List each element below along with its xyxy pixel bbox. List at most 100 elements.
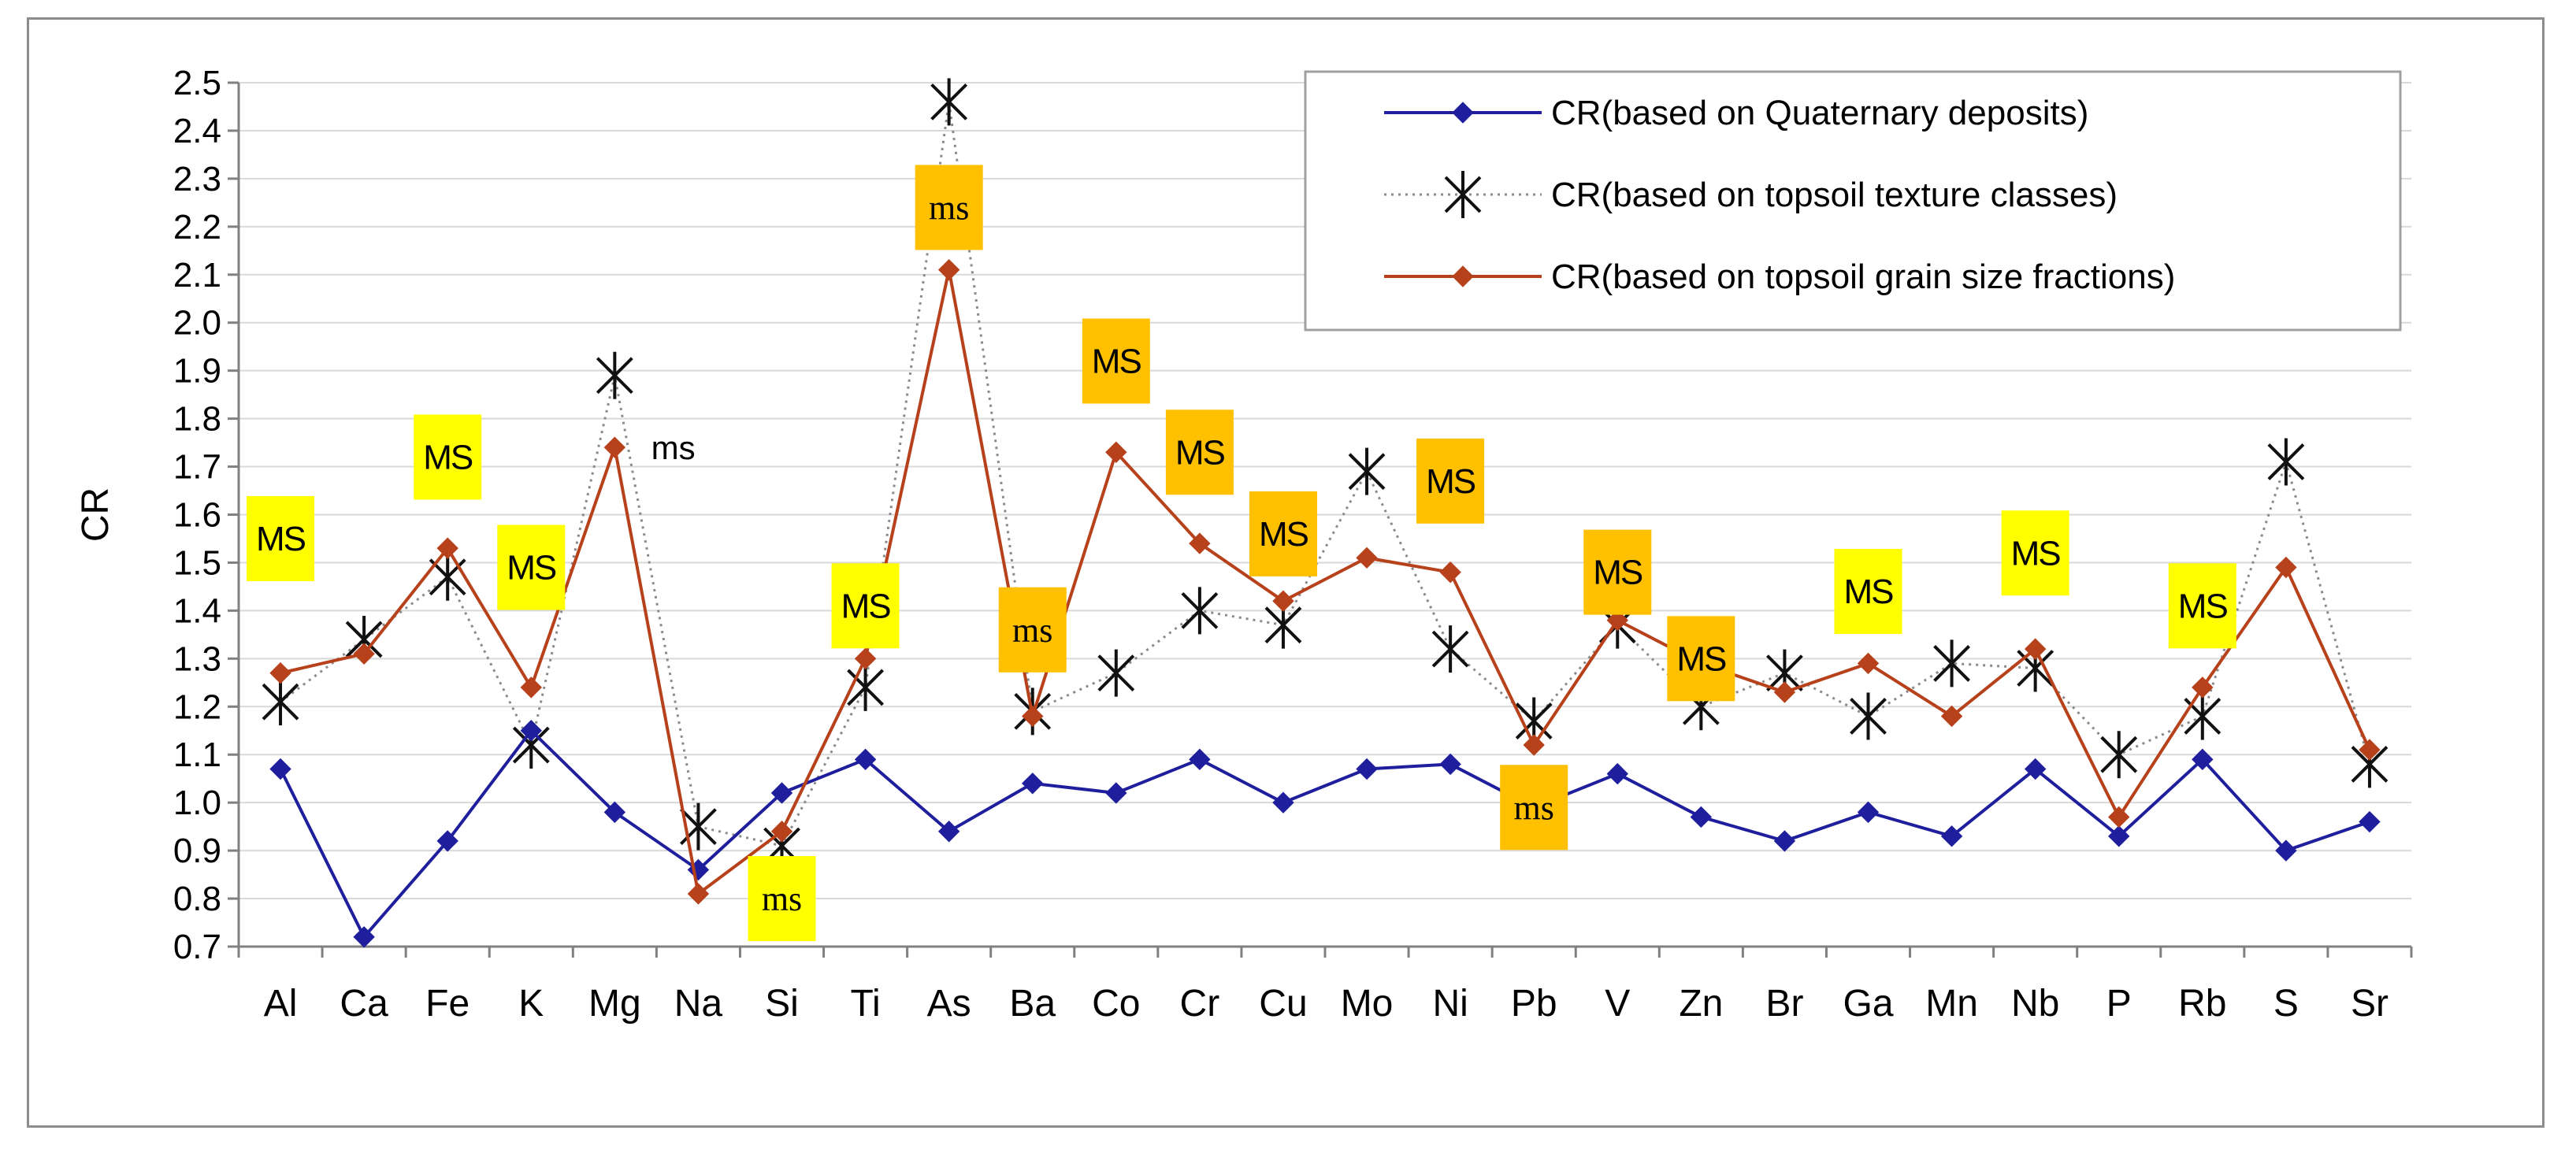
data-point-0-ti: [854, 748, 877, 771]
annotation-label: MS: [841, 587, 891, 625]
data-point-1-ni: [1431, 625, 1469, 673]
data-point-2-k: [520, 676, 542, 699]
data-point-1-ga: [1850, 692, 1887, 740]
annotation-label: ms: [929, 188, 969, 227]
x-tick-label-k: K: [518, 983, 544, 1025]
data-point-2-p: [2108, 806, 2130, 828]
data-point-0-nb: [2024, 758, 2047, 780]
annotation-label: MS: [1676, 639, 1726, 678]
data-point-1-as: [930, 78, 968, 126]
data-point-1-ti: [847, 663, 884, 711]
axes: 0.7 0.8 0.9 1.0 1.1 1.2 1.3 1.4 1.5 1.6 1.7 1.8 1.9 2…: [75, 64, 2413, 1025]
annotation-label: ms: [762, 880, 802, 918]
x-tick-label-ti: Ti: [850, 983, 880, 1025]
data-point-1-co: [1097, 649, 1135, 697]
annotation-box: [497, 524, 566, 610]
x-tick-label-ni: Ni: [1432, 983, 1468, 1025]
annotation-box: [748, 856, 816, 942]
legend-label: CR(based on Quaternary deposits): [1551, 94, 2088, 132]
data-point-1-mn: [1933, 639, 1970, 687]
annotation-box: [1249, 491, 1317, 576]
data-point-0-s: [2275, 839, 2297, 862]
data-point-2-ti: [854, 647, 877, 670]
y-tick-label: 2.2: [173, 208, 221, 246]
data-point-2-fe: [436, 537, 458, 559]
data-point-2-al: [269, 662, 291, 684]
annotation-box: [1834, 549, 1902, 635]
annotation-label: MS: [2178, 587, 2228, 625]
data-point-2-mn: [1940, 705, 1963, 728]
data-point-0-k: [520, 720, 542, 742]
data-point-0-ga: [1857, 801, 1880, 824]
annotation-box: [1583, 529, 1652, 615]
x-tick-label-s: S: [2273, 983, 2299, 1025]
y-tick-label: 2.1: [173, 256, 221, 295]
legend-swatch-marker: [1444, 171, 1482, 218]
data-point-0-sr: [2359, 810, 2381, 833]
y-tick-label: 2.0: [173, 304, 221, 343]
data-point-0-rb: [2192, 748, 2214, 771]
data-point-1-mo: [1348, 447, 1386, 495]
annotation-label: MS: [1426, 462, 1475, 501]
data-point-2-cr: [1189, 532, 1211, 554]
x-tick-label-mg: Mg: [588, 983, 641, 1025]
data-point-2-v: [1606, 609, 1628, 632]
annotation-box: [2001, 510, 2069, 596]
data-point-0-p: [2108, 825, 2130, 847]
x-tick-label-ga: Ga: [1843, 983, 1893, 1025]
data-point-1-s: [2267, 438, 2305, 486]
annotation-label: MS: [1844, 573, 1894, 611]
annotation-label: MS: [256, 520, 306, 558]
annotation-box: [414, 414, 482, 500]
data-point-2-pb: [1523, 734, 1545, 756]
x-tick-label-rb: Rb: [2178, 983, 2226, 1025]
annotation-box: [1416, 438, 1485, 524]
annotation-label: ms: [1012, 611, 1052, 650]
y-tick-label: 1.3: [173, 639, 221, 678]
legend-swatch-marker: [1452, 265, 1474, 287]
annotation-label: ms: [651, 429, 696, 466]
annotation-label: MS: [1593, 554, 1642, 592]
annotation-label: MS: [507, 549, 556, 587]
annotation-label: MS: [1259, 515, 1308, 554]
data-point-1-cr: [1181, 587, 1219, 635]
x-tick-label-v: V: [1605, 983, 1630, 1025]
data-point-2-br: [1773, 681, 1796, 703]
annotation-box: [1667, 616, 1735, 702]
series-line-2: [280, 269, 2371, 897]
annotation-box: [247, 495, 315, 581]
data-point-2-co: [1105, 441, 1127, 463]
y-tick-label: 0.7: [173, 928, 221, 966]
x-tick-label-nb: Nb: [2011, 983, 2059, 1025]
annotation-label: MS: [2011, 534, 2061, 573]
legend-box: [1304, 70, 2402, 332]
legend-swatch-marker: [1452, 102, 1474, 124]
legend-label: CR(based on topsoil texture classes): [1551, 176, 2118, 214]
annotations: MS MS MS ms ms MS ms ms MS MS MS MS ms MS MS MS MS MS: [247, 165, 2236, 942]
data-point-0-mn: [1940, 825, 1963, 847]
x-tick-label-br: Br: [1765, 983, 1803, 1025]
annotation-box: [1500, 765, 1568, 851]
x-tick-label-mo: Mo: [1341, 983, 1394, 1025]
data-point-0-br: [1773, 830, 1796, 852]
legend-label: CR(based on topsoil grain size fractions…: [1551, 258, 2175, 296]
data-point-0-cu: [1272, 791, 1294, 813]
annotation-label: MS: [1092, 342, 1141, 380]
y-tick-label: 2.3: [173, 160, 221, 198]
y-tick-label: 1.9: [173, 352, 221, 391]
data-point-2-si: [770, 821, 793, 843]
chart-frame: 0.7 0.8 0.9 1.0 1.1 1.2 1.3 1.4 1.5 1.6 1.7 1.8 1.9 2…: [27, 17, 2544, 1128]
line-chart: 0.7 0.8 0.9 1.0 1.1 1.2 1.3 1.4 1.5 1.6 1.7 1.8 1.9 2…: [75, 64, 2413, 1025]
annotation-box: [998, 587, 1067, 673]
data-point-2-rb: [2192, 676, 2214, 699]
x-tick-label-co: Co: [1092, 983, 1140, 1025]
data-point-1-mg: [596, 351, 633, 399]
annotation-label: MS: [423, 438, 473, 476]
y-tick-label: 1.2: [173, 687, 221, 726]
data-point-2-na: [687, 883, 710, 905]
x-tick-label-si: Si: [765, 983, 799, 1025]
y-tick-label: 1.6: [173, 496, 221, 535]
y-tick-label: 1.8: [173, 400, 221, 439]
series-line-1: [280, 102, 2371, 847]
y-tick-label: 2.5: [173, 64, 221, 102]
